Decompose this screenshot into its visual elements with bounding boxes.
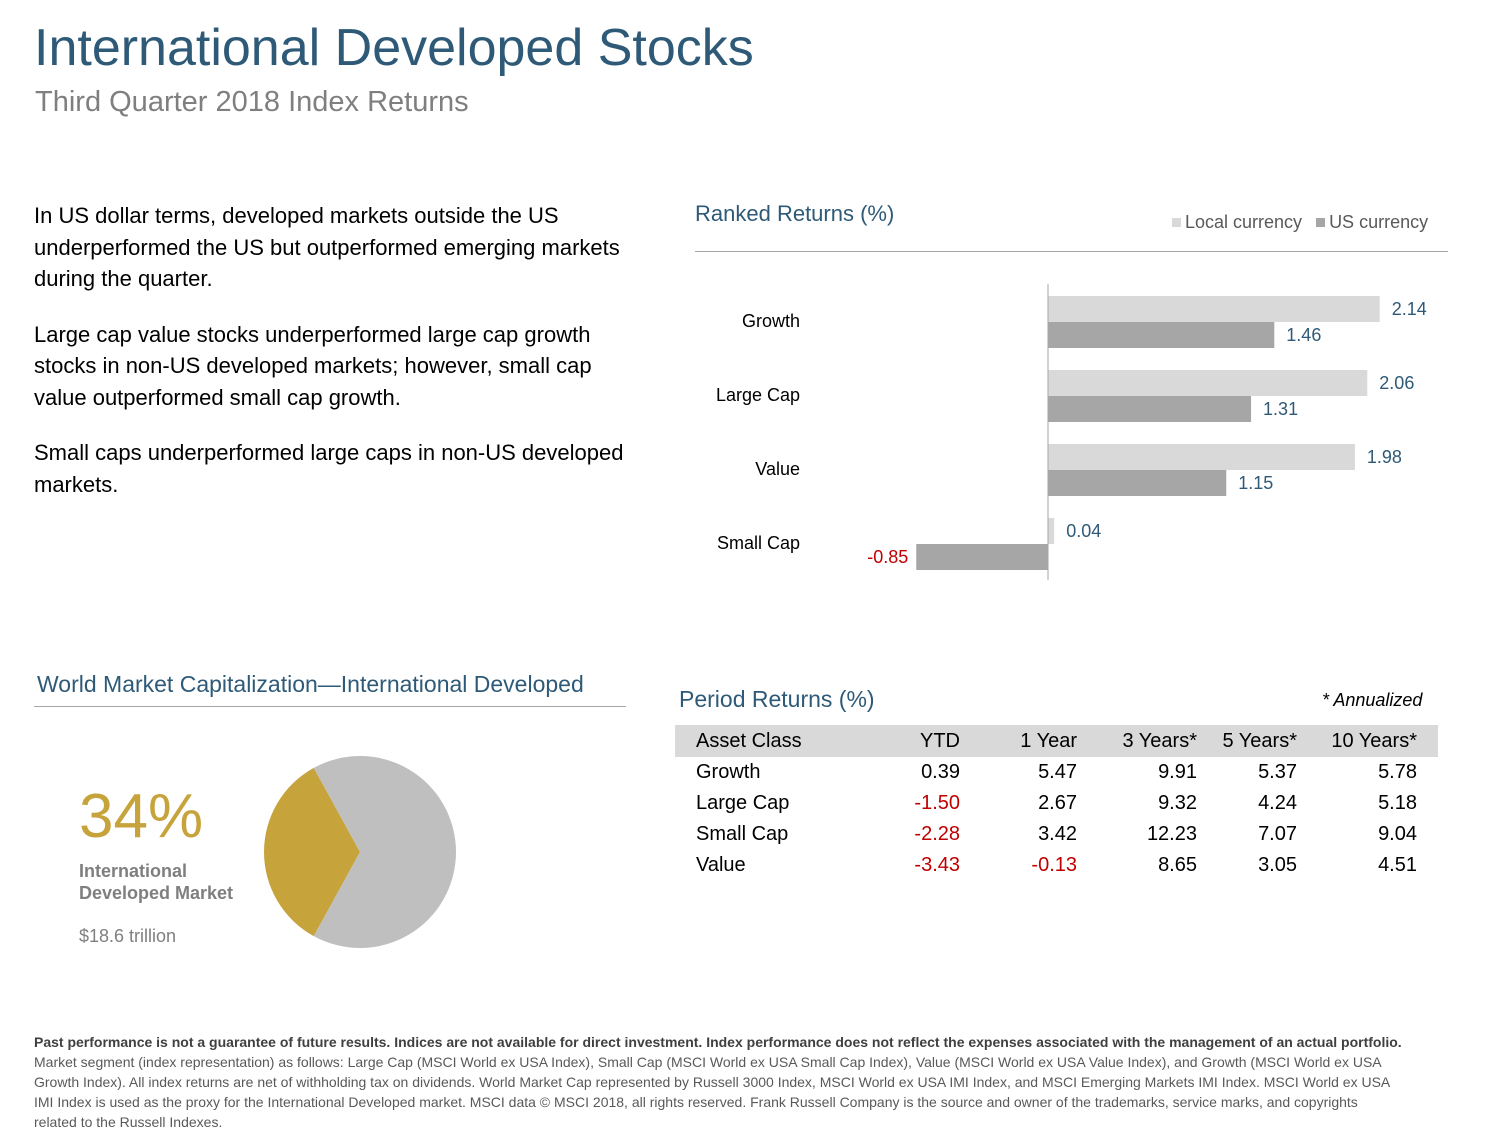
commentary-paragraph: Large cap value stocks underperformed la… [34, 321, 592, 410]
column-header: 3 Years* [1077, 725, 1197, 757]
column-header: Asset Class [675, 725, 866, 757]
column-header: 1 Year [960, 725, 1077, 757]
table-cell: 5.37 [1258, 761, 1297, 783]
table-header-row: Asset Class YTD 1 Year 3 Years* 5 Years*… [675, 725, 1438, 757]
ranked-returns-chart: Growth 2.14 1.46 Large Cap 2.06 1.31 Value 1.98… [716, 284, 1427, 580]
legend-item-us: US currency [1316, 212, 1428, 233]
column-header: 10 Years* [1297, 725, 1438, 757]
data-label: 1.46 [1286, 325, 1321, 345]
table-cell: 7.07 [1258, 823, 1297, 845]
commentary-paragraph: Small caps underperformed large caps in … [34, 440, 624, 497]
legend-label-local: Local currency [1185, 212, 1303, 232]
table-cell: -0.13 [1031, 854, 1077, 876]
table-cell: -2.28 [914, 823, 960, 845]
table-cell: 3.42 [1038, 823, 1077, 845]
data-label: 2.06 [1379, 373, 1414, 393]
market-cap-value: $18.6 trillion [79, 926, 177, 946]
bar-local [1048, 444, 1355, 470]
period-returns-table: Asset Class YTD 1 Year 3 Years* 5 Years*… [675, 725, 1438, 881]
bar-us [1048, 322, 1275, 348]
table-cell: 12.23 [1146, 823, 1197, 845]
table-cell: -3.43 [914, 854, 960, 876]
category-label: Growth [742, 311, 800, 331]
data-label: -0.85 [867, 547, 908, 567]
data-label: 1.31 [1263, 399, 1298, 419]
market-cap-label: International Developed Market [79, 861, 234, 903]
category-label: Value [755, 459, 800, 479]
table-cell: 3.05 [1258, 854, 1297, 876]
ranked-returns-title: Ranked Returns (%) [695, 201, 895, 226]
legend-swatch-local [1172, 218, 1181, 227]
table-row: Value -3.43 -0.13 8.65 3.05 4.51 [675, 850, 1438, 881]
table-cell: 5.47 [1038, 761, 1077, 783]
market-cap-percent: 34% [79, 782, 204, 851]
table-cell: 9.91 [1158, 761, 1197, 783]
pie-slice [313, 756, 456, 948]
pie-slice [264, 767, 360, 937]
annualized-note: * Annualized [1322, 690, 1423, 710]
market-cap-title: World Market Capitalization—Internationa… [37, 671, 584, 697]
commentary: In US dollar terms, developed markets ou… [34, 200, 644, 524]
market-cap-divider [34, 706, 626, 707]
bar-us [1048, 396, 1252, 422]
bar-local [1048, 370, 1368, 396]
table-row: Growth 0.39 5.47 9.91 5.37 5.78 [675, 757, 1438, 788]
category-label: Large Cap [716, 385, 800, 405]
disclaimer: Past performance is not a guarantee of f… [34, 1032, 1404, 1132]
market-cap-pie [264, 756, 456, 948]
data-label: 1.15 [1238, 473, 1273, 493]
table-cell: 9.04 [1378, 823, 1417, 845]
commentary-paragraph: In US dollar terms, developed markets ou… [34, 203, 620, 291]
row-label: Large Cap [696, 792, 790, 814]
legend-swatch-us [1316, 218, 1326, 227]
bar-local [1048, 296, 1380, 322]
table-cell: 9.32 [1158, 792, 1197, 814]
table-cell: -1.50 [914, 792, 960, 814]
legend-label-us: US currency [1329, 212, 1429, 232]
table-cell: 8.65 [1158, 854, 1197, 876]
table-cell: 5.78 [1378, 761, 1417, 783]
column-header: YTD [866, 725, 960, 757]
row-label: Value [696, 854, 746, 876]
page-title: International Developed Stocks [34, 19, 754, 77]
page-subtitle: Third Quarter 2018 Index Returns [35, 86, 469, 118]
category-label: Small Cap [717, 533, 800, 553]
chart-legend: Local currency US currency [1172, 212, 1428, 233]
bar-local [1048, 518, 1055, 544]
table-row: Large Cap -1.50 2.67 9.32 4.24 5.18 [675, 788, 1438, 819]
data-label: 2.14 [1392, 299, 1427, 319]
table-row: Small Cap -2.28 3.42 12.23 7.07 9.04 [675, 819, 1438, 850]
column-header: 5 Years* [1197, 725, 1297, 757]
row-label: Small Cap [696, 823, 789, 845]
data-label: 1.98 [1367, 447, 1402, 467]
bar-us [916, 544, 1048, 570]
table-cell: 4.51 [1378, 854, 1417, 876]
bar-us [1048, 470, 1227, 496]
legend-item-local: Local currency [1172, 212, 1302, 233]
table-cell: 5.18 [1378, 792, 1417, 814]
disclaimer-bold: Past performance is not a guarantee of f… [34, 1034, 1402, 1050]
table-cell: 4.24 [1258, 792, 1297, 814]
ranked-returns-divider [695, 251, 1448, 252]
disclaimer-text: Market segment (index representation) as… [34, 1054, 1390, 1130]
row-label: Growth [696, 761, 761, 783]
period-returns-title: Period Returns (%) [679, 686, 875, 712]
table-cell: 0.39 [921, 761, 960, 783]
data-label: 0.04 [1066, 521, 1101, 541]
table-cell: 2.67 [1038, 792, 1077, 814]
